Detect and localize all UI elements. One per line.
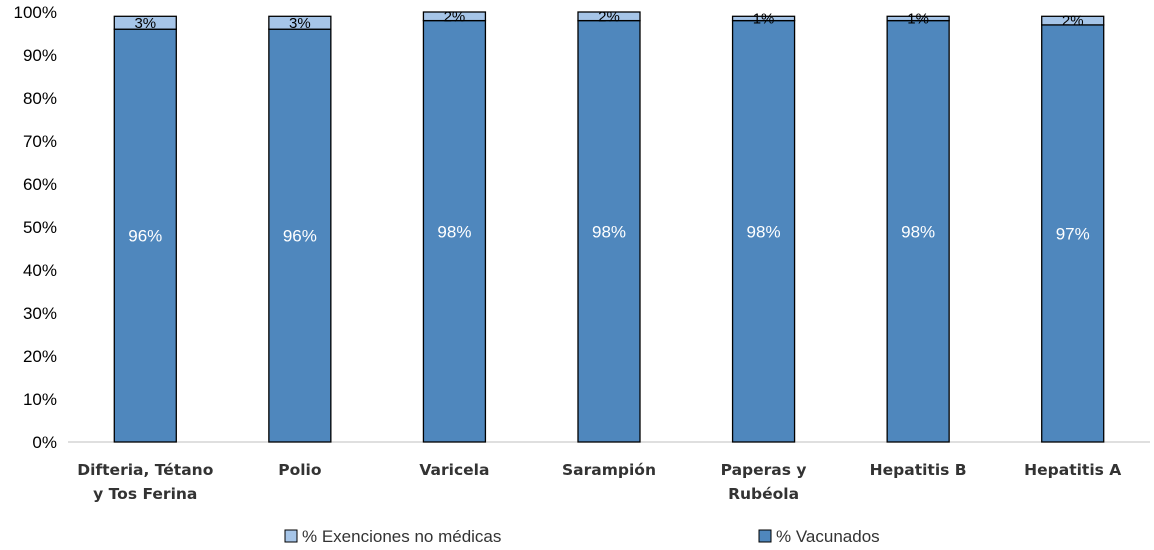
- y-tick-label: 70%: [23, 132, 57, 151]
- data-label-vacunados: 97%: [1056, 224, 1090, 243]
- data-label-vacunados: 96%: [283, 227, 317, 246]
- y-tick-label: 10%: [23, 390, 57, 409]
- bar-vacunados: [731, 19, 796, 443]
- bar-vacunados: [577, 19, 641, 443]
- bar-exenciones: [1041, 15, 1105, 26]
- data-label-vacunados: 98%: [437, 222, 471, 241]
- data-label-exenciones: 2%: [598, 8, 620, 25]
- y-tick-label: 0%: [32, 433, 57, 452]
- x-category-label: Polio: [278, 461, 321, 479]
- data-label-exenciones: 1%: [907, 10, 929, 27]
- bar-exenciones: [422, 11, 487, 22]
- x-category-label: Varicela: [419, 461, 489, 479]
- data-label-exenciones: 3%: [289, 15, 311, 32]
- x-category-label: y Tos Ferina: [93, 485, 197, 503]
- bar-exenciones: [731, 15, 796, 22]
- data-label-exenciones: 2%: [444, 8, 466, 25]
- x-category-label: Difteria, Tétano: [77, 461, 213, 479]
- y-tick-label: 100%: [14, 3, 57, 22]
- data-label-vacunados: 98%: [901, 222, 935, 241]
- y-tick-label: 20%: [23, 347, 57, 366]
- y-tick-label: 60%: [23, 175, 57, 194]
- bar-vacunados: [113, 28, 177, 443]
- y-tick-label: 40%: [23, 261, 57, 280]
- bar-vacunados: [268, 28, 332, 443]
- bar-exenciones: [268, 15, 332, 30]
- data-label-vacunados: 98%: [592, 222, 626, 241]
- legend-label: % Exenciones no médicas: [302, 527, 501, 546]
- y-tick-label: 50%: [23, 218, 57, 237]
- data-label-exenciones: 3%: [134, 15, 156, 32]
- data-label-vacunados: 96%: [128, 227, 162, 246]
- bar-vacunados: [1041, 24, 1105, 443]
- bar-exenciones: [577, 11, 641, 22]
- y-tick-label: 80%: [23, 89, 57, 108]
- x-category-label: Paperas y: [721, 461, 807, 479]
- data-label-vacunados: 98%: [747, 222, 781, 241]
- legend-label: % Vacunados: [776, 527, 880, 546]
- x-category-label: Rubéola: [728, 485, 799, 503]
- data-label-exenciones: 2%: [1062, 13, 1084, 30]
- y-tick-label: 90%: [23, 46, 57, 65]
- legend-swatch: [758, 529, 772, 543]
- x-category-label: Sarampión: [562, 461, 656, 479]
- x-category-label: Hepatitis A: [1024, 461, 1121, 479]
- y-tick-label: 30%: [23, 304, 57, 323]
- legend-swatch: [284, 529, 298, 543]
- bar-vacunados: [422, 19, 487, 443]
- bar-exenciones: [886, 15, 950, 22]
- x-category-label: Hepatitis B: [870, 461, 967, 479]
- bar-exenciones: [113, 15, 177, 30]
- bar-vacunados: [886, 19, 950, 443]
- data-label-exenciones: 1%: [753, 10, 775, 27]
